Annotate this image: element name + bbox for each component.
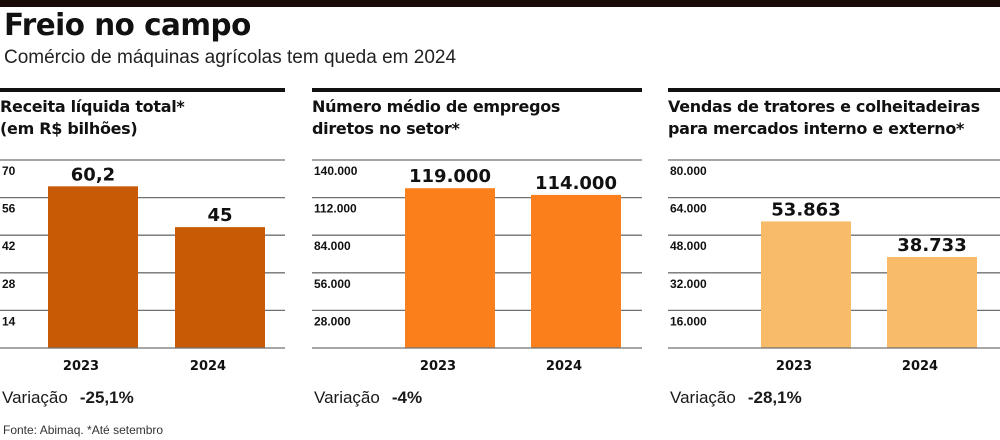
panel-title-line2: (em R$ bilhões): [0, 119, 138, 138]
bar: [48, 186, 138, 348]
variation-label: Variação: [670, 388, 736, 407]
chart-sales: 16.000 32.000 48.000 64.000 80.000 53.863 2023…: [668, 158, 1000, 378]
y-tick-label: 28.000: [314, 314, 351, 328]
variation: Variação -25,1%: [2, 388, 134, 408]
variation-value: -28,1%: [747, 388, 802, 407]
source-note: Fonte: Abimaq. *Até setembro: [3, 423, 164, 437]
panel-title-line1: Número médio de empregos: [312, 97, 561, 116]
variation-label: Variação: [314, 388, 380, 407]
y-tick-label: 28: [2, 277, 16, 291]
chart-svg: 28.000 56.000 84.000 112.000 140.000 119.000 2…: [312, 159, 642, 374]
panel-title-line1: Receita líquida total*: [0, 97, 185, 116]
y-tick-label: 42: [2, 239, 16, 253]
x-tick-label: 2024: [902, 359, 938, 374]
y-tick-label: 140.000: [314, 164, 358, 178]
chart-svg: 16.000 32.000 48.000 64.000 80.000 53.863 2023…: [668, 159, 1000, 374]
variation: Variação -4%: [314, 388, 422, 408]
page-title: Freio no campo: [4, 8, 251, 43]
bar: [887, 256, 977, 348]
y-tick-label: 70: [2, 164, 16, 178]
data-label: 114.000: [535, 173, 617, 194]
panel-title: Receita líquida total* (em R$ bilhões): [0, 96, 185, 140]
panel-title-line2: diretos no setor*: [312, 119, 460, 138]
data-label: 119.000: [409, 166, 491, 187]
data-label: 53.863: [771, 199, 840, 220]
panel-title: Número médio de empregos diretos no seto…: [312, 96, 560, 140]
data-label: 60,2: [71, 164, 115, 185]
x-tick-label: 2023: [776, 359, 812, 374]
panel-sales: Vendas de tratores e colheitadeiras para…: [668, 88, 1000, 418]
chart-revenue: 14 28 42 56 70 60,2 2023 45 2024: [0, 158, 285, 378]
data-label: 45: [207, 205, 232, 226]
y-tick-label: 64.000: [670, 202, 707, 216]
bar: [761, 221, 851, 348]
variation-label: Variação: [2, 388, 68, 407]
variation-value: -4%: [391, 388, 423, 407]
y-tick-label: 48.000: [670, 239, 707, 253]
y-tick-label: 16.000: [670, 314, 707, 328]
panel-rule: [0, 88, 285, 92]
bar: [175, 227, 265, 348]
y-tick-label: 112.000: [314, 202, 357, 216]
x-tick-label: 2024: [190, 359, 226, 374]
y-tick-label: 84.000: [314, 239, 351, 253]
panel-rule: [668, 88, 1000, 92]
data-label: 38.733: [897, 235, 966, 256]
variation: Variação -28,1%: [670, 388, 802, 408]
y-tick-label: 56.000: [314, 277, 351, 291]
chart-employment: 28.000 56.000 84.000 112.000 140.000 119.000 2…: [312, 158, 642, 378]
panel-title: Vendas de tratores e colheitadeiras para…: [668, 96, 980, 140]
x-tick-label: 2023: [63, 359, 99, 374]
x-tick-label: 2024: [546, 359, 582, 374]
top-bar: [0, 0, 1000, 7]
panel-title-line1: Vendas de tratores e colheitadeiras: [668, 97, 980, 116]
variation-value: -25,1%: [79, 388, 134, 407]
x-tick-label: 2023: [420, 359, 456, 374]
page-subtitle: Comércio de máquinas agrícolas tem queda…: [4, 47, 457, 68]
panel-employment: Número médio de empregos diretos no seto…: [312, 88, 642, 418]
panel-title-line2: para mercados interno e externo*: [668, 119, 965, 138]
y-tick-label: 14: [2, 314, 16, 328]
bar: [405, 188, 495, 348]
chart-svg: 14 28 42 56 70 60,2 2023 45 2024: [0, 159, 285, 374]
panel-revenue: Receita líquida total* (em R$ bilhões) 1…: [0, 88, 285, 418]
bar: [531, 194, 621, 348]
y-tick-label: 80.000: [670, 164, 707, 178]
panel-rule: [312, 88, 642, 92]
y-tick-label: 56: [2, 202, 16, 216]
y-tick-label: 32.000: [670, 277, 707, 291]
